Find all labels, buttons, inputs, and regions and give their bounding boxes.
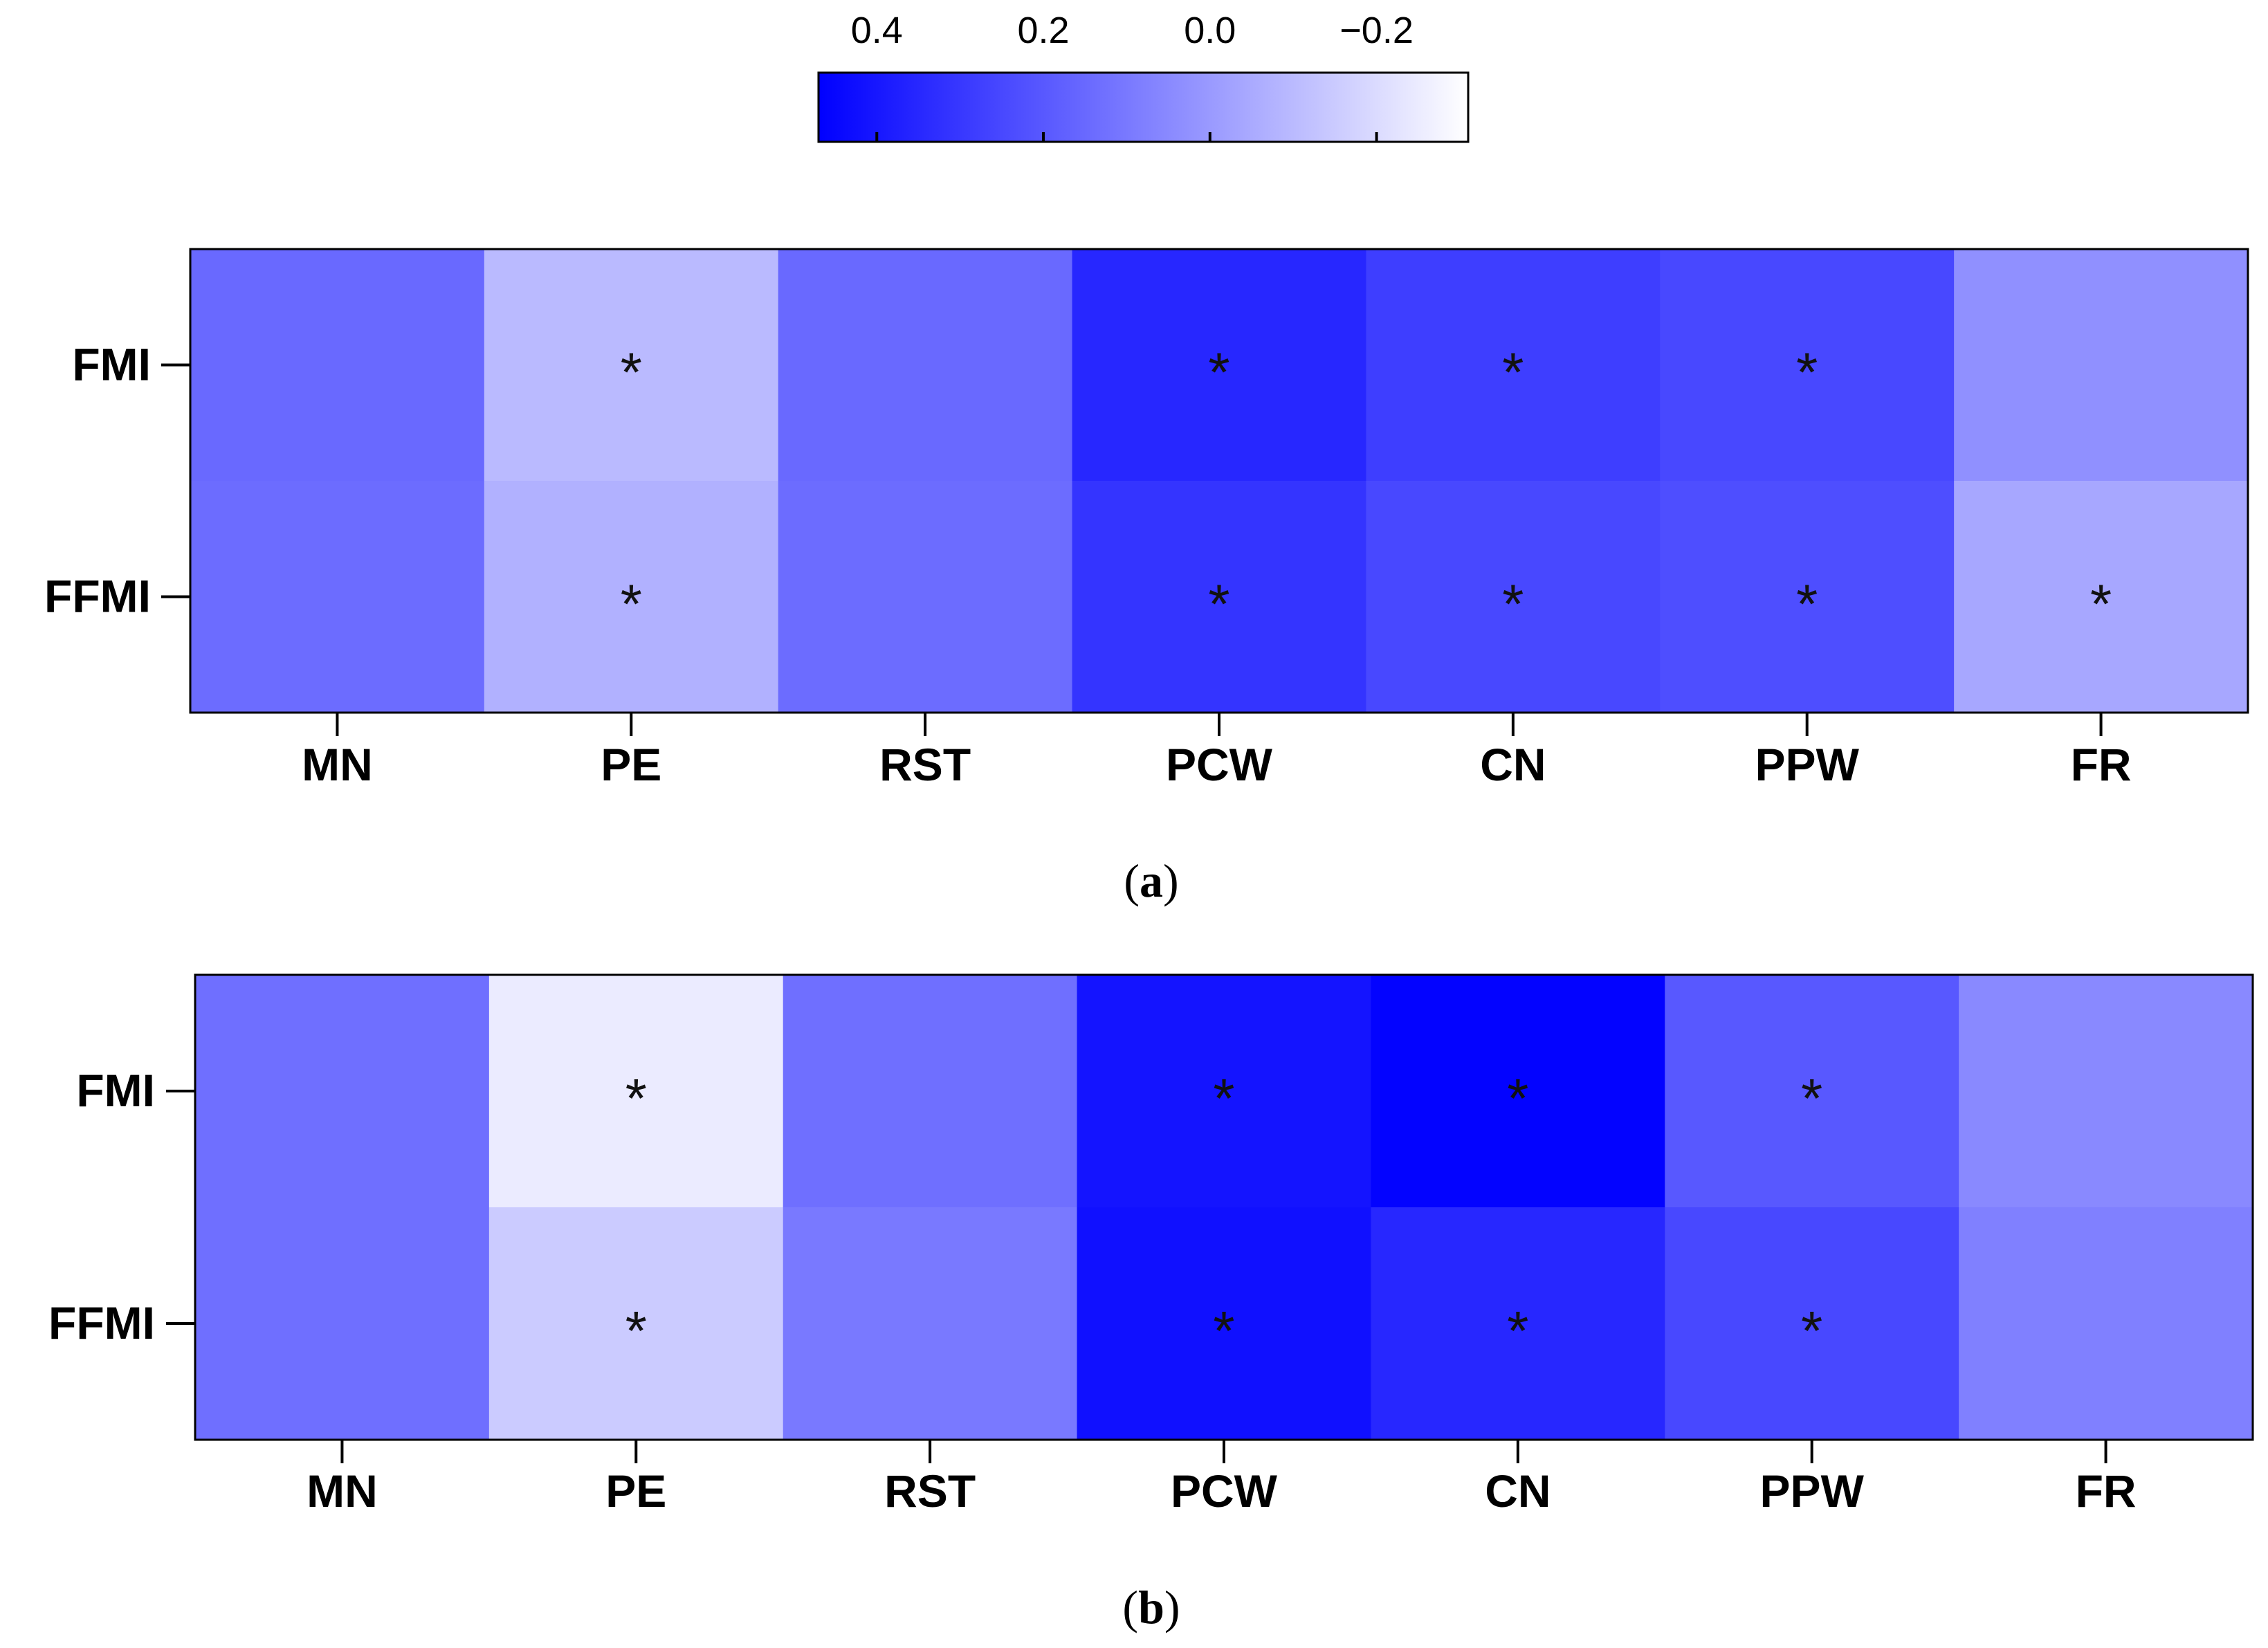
heatmap-a-cell xyxy=(778,249,1073,482)
panel-label-a: (a) xyxy=(1124,854,1178,907)
heatmap-a-significance-marker: * xyxy=(1208,342,1229,403)
heatmap-b-significance-marker: * xyxy=(1801,1068,1822,1129)
colorbar-tick-label: 0.0 xyxy=(1184,10,1236,51)
heatmap-b-x-label: PCW xyxy=(1171,1465,1278,1517)
heatmap-a-cell xyxy=(1072,249,1367,482)
heatmap-a-x-label: CN xyxy=(1480,739,1546,790)
heatmap-a-cell xyxy=(190,481,485,713)
heatmap-b-significance-marker: * xyxy=(1507,1068,1528,1129)
heatmap-b-cell xyxy=(488,1207,784,1440)
heatmap-a-axes: MN PE RST PCW CN PPW FR FMI FFMI xyxy=(44,339,2132,791)
heatmap-a-x-label: PE xyxy=(601,739,661,790)
heatmap-panel-a: * * * * * * * * * MN PE RST PCW CN PPW FR FMI FFMI (a) xyxy=(44,248,2249,907)
heatmap-b-significance-marker: * xyxy=(1507,1300,1528,1362)
heatmap-b-x-label: RST xyxy=(884,1465,976,1517)
heatmap-b-y-label: FMI xyxy=(76,1065,155,1116)
colorbar-tick-label: 0.2 xyxy=(1017,10,1069,51)
heatmap-a-significance-marker: * xyxy=(621,342,642,403)
heatmap-b-significance-marker: * xyxy=(625,1300,647,1362)
heatmap-b-x-label: CN xyxy=(1485,1465,1551,1517)
heatmap-panel-b: * * * * * * * * MN PE RST PCW CN PPW FR FMI FFMI (b) xyxy=(48,973,2254,1633)
heatmap-a-significance-marker: * xyxy=(1502,342,1524,403)
heatmap-b-x-label: PPW xyxy=(1760,1465,1865,1517)
heatmap-b-x-label: MN xyxy=(307,1465,378,1517)
heatmap-b-y-label: FFMI xyxy=(48,1297,155,1348)
heatmap-b-cell xyxy=(1959,975,2253,1208)
heatmap-b-x-label: FR xyxy=(2076,1465,2137,1517)
heatmap-a-x-label: PPW xyxy=(1755,739,1860,790)
panel-label-a-letter: a xyxy=(1140,854,1163,907)
heatmap-b-axes: MN PE RST PCW CN PPW FR FMI FFMI xyxy=(48,1065,2137,1517)
colorbar: 0.4 0.2 0.0 −0.2 xyxy=(817,10,1470,143)
heatmap-a-cell xyxy=(1072,481,1367,713)
heatmap-b-cell xyxy=(195,1207,490,1440)
heatmap-a-significance-marker: * xyxy=(2090,574,2112,635)
heatmap-a-y-label: FFMI xyxy=(44,571,151,622)
heatmap-a-x-label: PCW xyxy=(1166,739,1273,790)
heatmap-b-cell xyxy=(1077,1207,1372,1440)
heatmap-b-cell xyxy=(1959,1207,2253,1440)
heatmap-a-y-label: FMI xyxy=(72,339,151,390)
heatmap-b-significance-marker: * xyxy=(1801,1300,1822,1362)
heatmap-a-significance-marker: * xyxy=(1796,342,1818,403)
heatmap-a-cell xyxy=(1954,249,2249,482)
heatmap-a-cell xyxy=(190,249,485,482)
heatmap-b-cell xyxy=(1665,1207,1959,1440)
colorbar-ticks: 0.4 0.2 0.0 −0.2 xyxy=(851,10,1414,142)
heatmap-b-cell xyxy=(195,975,490,1208)
heatmap-b-cell xyxy=(783,1207,1078,1440)
heatmap-b-x-label: PE xyxy=(605,1465,666,1517)
heatmap-b-cell xyxy=(1077,975,1372,1208)
heatmap-b-significance-marker: * xyxy=(625,1068,647,1129)
heatmap-a-x-label: FR xyxy=(2071,739,2132,790)
heatmap-a-cell xyxy=(1660,481,1955,713)
heatmap-a-x-label: MN xyxy=(302,739,373,790)
heatmap-a-cell xyxy=(778,481,1073,713)
panel-label-b: (b) xyxy=(1122,1581,1180,1633)
heatmap-b-cell xyxy=(488,975,784,1208)
heatmap-a-cell xyxy=(484,481,779,713)
colorbar-tick-label: 0.4 xyxy=(851,10,903,51)
heatmap-a-x-label: RST xyxy=(879,739,971,790)
colorbar-tick-label: −0.2 xyxy=(1339,10,1414,51)
colorbar-gradient xyxy=(817,71,1470,143)
panel-label-b-letter: b xyxy=(1138,1581,1164,1633)
heatmap-a-significance-marker: * xyxy=(621,574,642,635)
heatmap-a-significance-marker: * xyxy=(1208,574,1229,635)
heatmap-b-cell xyxy=(1371,975,1665,1208)
heatmap-a-cells: * * * * * * * * * xyxy=(190,249,2249,713)
heatmap-b-cell xyxy=(1371,1207,1665,1440)
heatmap-a-cell xyxy=(1660,249,1955,482)
heatmap-a-significance-marker: * xyxy=(1502,574,1524,635)
heatmap-a-cell xyxy=(1954,481,2249,713)
heatmap-b-cells: * * * * * * * * xyxy=(195,975,2253,1440)
heatmap-b-significance-marker: * xyxy=(1213,1068,1234,1129)
heatmap-a-cell xyxy=(1366,481,1661,713)
heatmap-b-cell xyxy=(1665,975,1959,1208)
heatmap-b-significance-marker: * xyxy=(1213,1300,1234,1362)
heatmap-b-cell xyxy=(783,975,1078,1208)
heatmap-a-cell xyxy=(1366,249,1661,482)
heatmap-a-significance-marker: * xyxy=(1796,574,1818,635)
heatmap-a-cell xyxy=(484,249,779,482)
